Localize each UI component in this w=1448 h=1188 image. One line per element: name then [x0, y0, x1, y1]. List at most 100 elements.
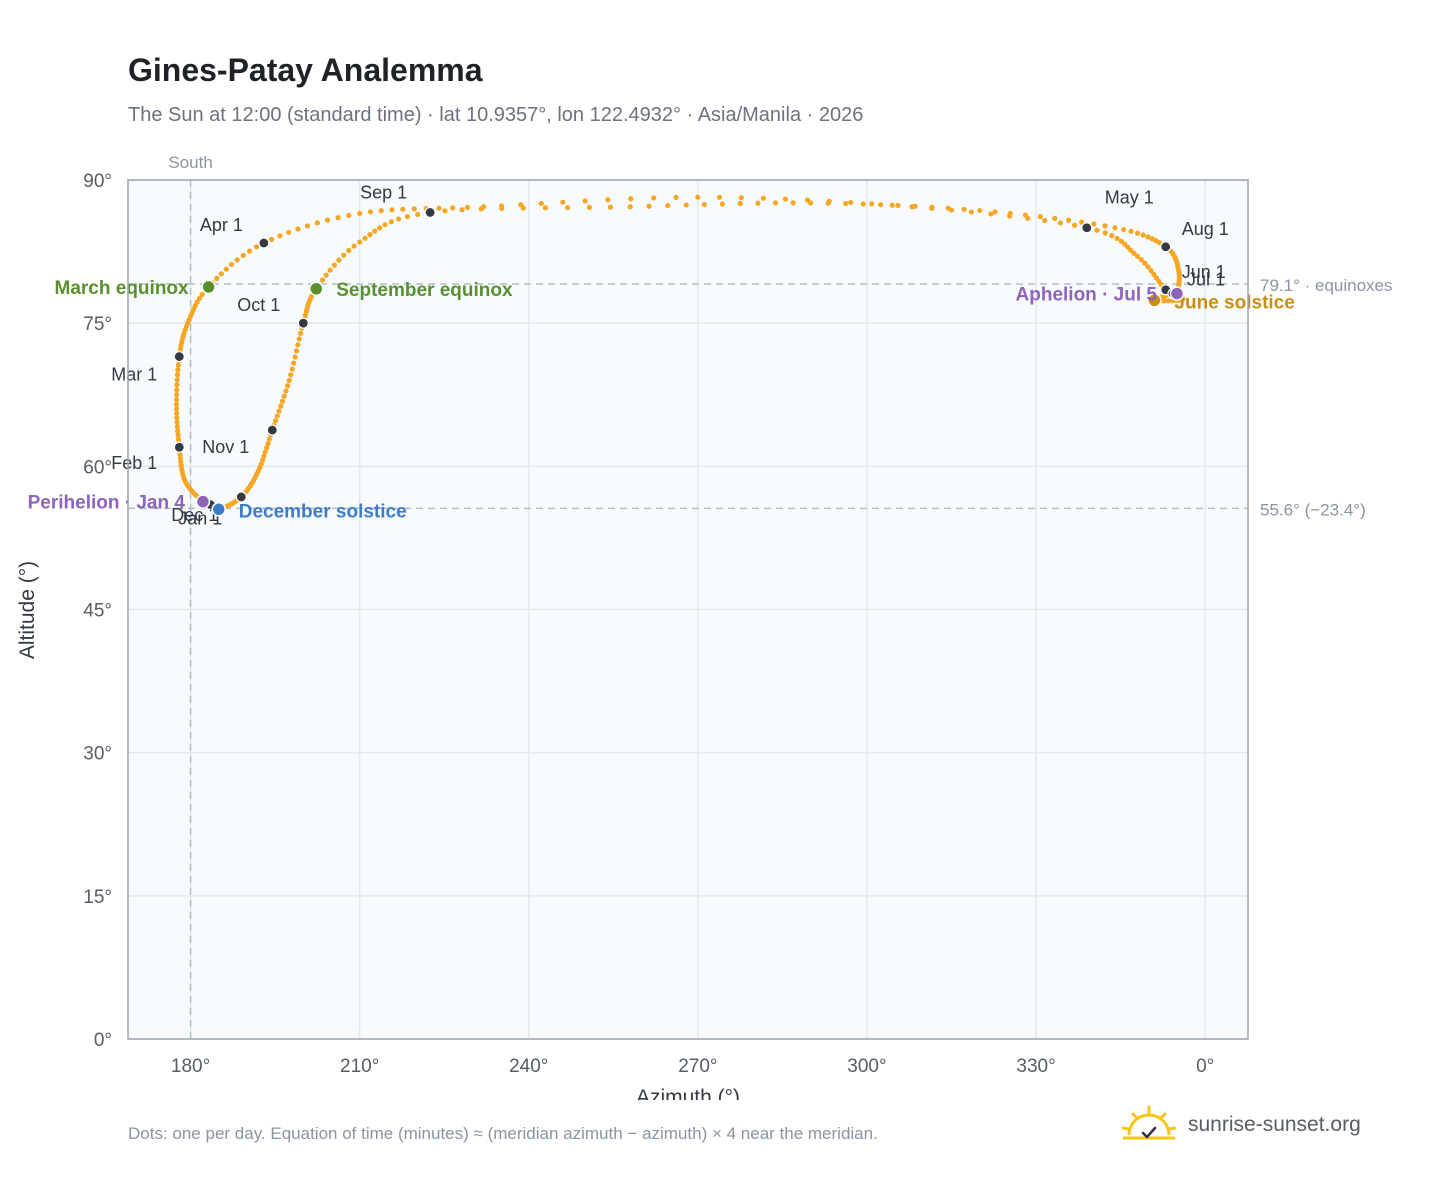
daily-dot — [286, 229, 292, 235]
daily-dot — [175, 436, 182, 442]
daily-dot — [336, 257, 342, 263]
daily-dot — [1079, 219, 1085, 225]
month-marker — [173, 350, 185, 363]
daily-dot — [277, 233, 283, 239]
daily-dot — [335, 215, 341, 221]
x-tick-label: 0° — [1196, 1056, 1214, 1077]
daily-dot — [262, 449, 268, 455]
march-equinox-marker — [201, 279, 216, 295]
daily-dot — [716, 194, 723, 200]
month-label: Nov 1 — [202, 437, 249, 457]
x-tick-label: 180° — [171, 1056, 210, 1077]
daily-dot — [283, 388, 289, 394]
daily-dot — [1161, 298, 1168, 304]
daily-dot — [683, 202, 689, 208]
daily-dot — [389, 207, 395, 213]
daily-dot — [295, 342, 301, 348]
daily-dot — [269, 236, 275, 242]
daily-dot — [878, 202, 884, 208]
daily-dot — [261, 453, 267, 459]
daily-dot — [1102, 223, 1108, 229]
daily-dot — [314, 220, 320, 226]
daily-dot — [228, 261, 235, 268]
daily-dot — [341, 252, 347, 258]
month-label: Mar 1 — [111, 365, 157, 385]
daily-dot — [772, 200, 779, 206]
chart-subtitle: The Sun at 12:00 (standard time) · lat 1… — [128, 104, 864, 126]
daily-dot — [1142, 260, 1148, 266]
daily-dot — [1134, 230, 1141, 236]
daily-dot — [542, 205, 548, 211]
daily-dot — [1148, 267, 1154, 274]
grid-lines — [128, 179, 1248, 1040]
daily-dot — [327, 267, 333, 273]
daily-dot — [289, 366, 295, 372]
daily-dot — [1165, 298, 1172, 304]
daily-dot — [234, 257, 240, 263]
daily-dot — [1131, 250, 1137, 256]
daily-dot — [1118, 238, 1124, 244]
x-axis-label: Azimuth (°) — [636, 1086, 740, 1100]
brand-name: sunrise-sunset.org — [1188, 1113, 1361, 1136]
daily-dot — [174, 387, 180, 393]
daily-dot — [319, 277, 326, 283]
y-tick-label: 75° — [83, 314, 112, 335]
daily-dot — [357, 239, 363, 245]
analemma-chart: South 79.1° · equinoxes 55.6° (−23.4°) Jan… — [16, 153, 1393, 1100]
daily-dot — [265, 440, 271, 447]
daily-dot — [278, 403, 284, 409]
daily-dot — [560, 199, 566, 205]
daily-dot — [478, 206, 484, 212]
daily-dot — [281, 393, 287, 399]
daily-dot — [223, 266, 229, 272]
daily-dot — [895, 202, 901, 209]
daily-dot — [646, 203, 652, 209]
daily-dot — [586, 204, 592, 210]
chart-title: Gines-Patay Analemma — [128, 52, 483, 88]
daily-dot — [388, 219, 394, 225]
daily-dot — [782, 196, 789, 202]
month-label: Jun 1 — [1182, 262, 1226, 282]
month-marker — [1081, 222, 1093, 234]
daily-dot — [695, 194, 701, 200]
plot-frame — [127, 179, 1249, 1040]
daily-dot — [945, 205, 951, 211]
daily-dot — [701, 201, 707, 208]
daily-dot — [582, 198, 588, 204]
daily-dot — [790, 200, 796, 206]
daily-dot — [1102, 230, 1108, 236]
aphelion-jul-5-marker — [1169, 286, 1185, 301]
daily-dot — [869, 201, 875, 207]
daily-dot — [174, 377, 180, 383]
daily-dot — [196, 295, 203, 302]
daily-dot — [442, 208, 448, 214]
meridian-label: South — [168, 153, 212, 172]
daily-dot — [628, 196, 634, 202]
daily-dot — [538, 200, 544, 207]
daily-dot — [382, 222, 388, 228]
daily-dot — [175, 367, 181, 373]
daily-dot — [293, 348, 300, 354]
daily-dot — [174, 419, 180, 425]
brand-logo[interactable]: sunrise-sunset.org — [1120, 1100, 1361, 1150]
month-marker — [258, 237, 270, 249]
daily-dot — [367, 232, 373, 238]
daily-dot — [755, 200, 761, 206]
daily-dot — [323, 272, 329, 278]
month-label: May 1 — [1105, 188, 1154, 208]
daily-dot — [961, 206, 967, 212]
daily-dot — [992, 209, 998, 215]
daily-dot — [218, 271, 224, 277]
daily-dot — [1149, 236, 1155, 242]
daily-dot — [304, 223, 311, 229]
axis-ticks: 180° 210° 240° 270° 300° 330° 0° 0° 15° 30° 45° 60°… — [83, 171, 1214, 1077]
daily-dot — [175, 362, 181, 368]
month-marker — [235, 491, 247, 503]
daily-dot — [404, 213, 410, 220]
daily-dot — [346, 247, 352, 254]
daily-dot — [843, 200, 849, 207]
daily-dot — [450, 205, 456, 211]
daily-dot — [372, 228, 378, 234]
daily-dot — [331, 262, 337, 268]
daily-dot — [175, 428, 181, 434]
